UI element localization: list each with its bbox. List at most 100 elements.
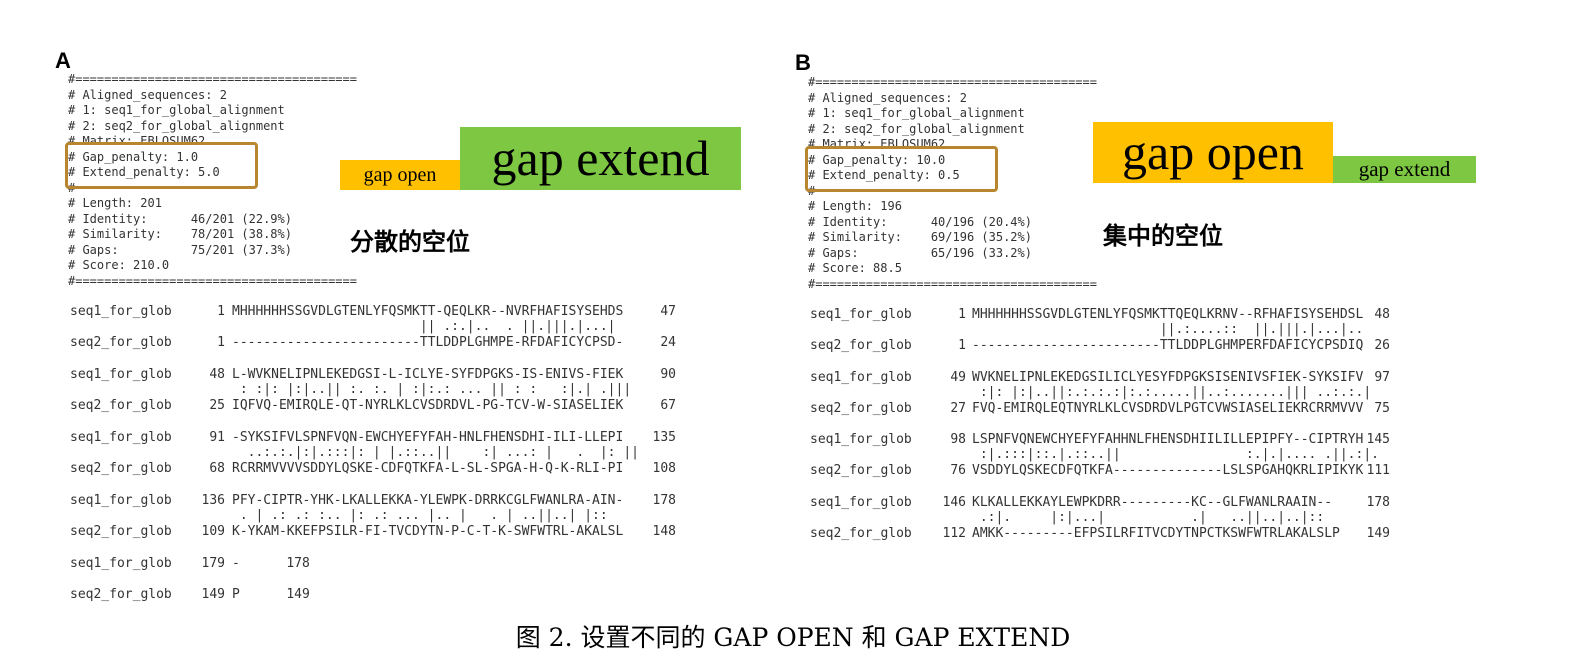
- header-line: #=======================================: [808, 276, 1097, 291]
- start-position: 27: [950, 400, 966, 416]
- header-line: # Similarity: 78/201 (38.8%): [68, 227, 292, 241]
- sequence: LSPNFVQNEWCHYEFYFAHHNLFHENSDHIILILLEPIPF…: [972, 432, 1364, 447]
- start-position: 48: [209, 367, 225, 382]
- sequence: AMKK---------EFPSILRFITVCDYTNPCTKSWFWTRL…: [972, 525, 1340, 541]
- highlight-box: [65, 142, 258, 189]
- start-position: 49: [950, 369, 966, 385]
- sequence: KLKALLEKKAYLEWPKDRR---------KC--GLFWANLR…: [972, 494, 1333, 510]
- header-line: #=======================================: [68, 273, 357, 288]
- match-line: .:|. |:|...| .| ..||..|..|::: [972, 509, 1325, 525]
- highlight-box: [805, 146, 998, 192]
- header-line: # 1: seq1_for_global_alignment: [808, 106, 1025, 120]
- match-line: ||.:....:: ||.|||.|...|..: [972, 322, 1364, 337]
- sequence: P: [232, 587, 240, 602]
- start-position: 112: [942, 525, 966, 541]
- sequence: WVKNELIPNLEKEDGSILICLYESYFDPGKSISENIVSFI…: [972, 369, 1364, 385]
- gap-extend-tag: gap extend: [460, 127, 741, 190]
- header-line: # Extend_penalty: 0.5: [808, 168, 960, 182]
- sequence: K-YKAM-KKEFPSILR-FI-TVCDYTN-P-C-T-K-SWFW…: [232, 524, 624, 539]
- start-position: 1: [958, 307, 966, 322]
- header-line: # Similarity: 69/196 (35.2%): [808, 230, 1032, 244]
- header-line: # Gap_penalty: 1.0: [68, 149, 199, 164]
- start-position: 91: [209, 430, 225, 445]
- start-position: 1: [217, 304, 225, 319]
- header-line: # 1: seq1_for_global_alignment: [68, 103, 285, 117]
- end-position: 135: [652, 430, 676, 445]
- end-position: 48: [1374, 307, 1390, 322]
- start-position: 136: [201, 493, 225, 508]
- header-line: # Length: 196: [808, 199, 902, 213]
- sequence: PFY-CIPTR-YHK-LKALLEKKA-YLEWPK-DRRKCGLFW…: [232, 493, 624, 508]
- end-position: 67: [660, 398, 676, 413]
- gap-open-tag: gap open: [340, 160, 460, 190]
- note: 分散的空位: [350, 227, 470, 256]
- sequence-name: seq2_for_glob: [810, 525, 912, 541]
- end-position: 149: [1366, 525, 1390, 541]
- header-line: # Score: 210.0: [68, 258, 170, 272]
- match-line: :|.:::|::.|.::..|| :.|.|.... .||.:|.: [972, 447, 1379, 462]
- header-line: # Length: 201: [68, 196, 162, 210]
- header-line: #=======================================: [808, 75, 1097, 89]
- sequence-name: seq1_for_glob: [810, 307, 912, 322]
- sequence: -SYKSIFVLSPNFVQN-EWCHYEFYFAH-HNLFHENSDHI…: [232, 430, 624, 445]
- header-line: # Gap_penalty: 10.0: [808, 152, 946, 167]
- end-position: 90: [660, 367, 676, 382]
- sequence-name: seq1_for_glob: [70, 367, 172, 382]
- sequence-name: seq2_for_glob: [70, 587, 172, 602]
- sequence: RCRRMVVVVSDDYLQSKE-CDFQTKFA-L-SL-SPGA-H-…: [232, 461, 624, 476]
- header-line: # Identity: 40/196 (20.4%): [808, 214, 1032, 229]
- header-line: # Score: 88.5: [808, 261, 902, 275]
- sequence-name: seq1_for_glob: [70, 493, 172, 508]
- start-position: 1: [217, 335, 225, 350]
- sequence-name: seq2_for_glob: [810, 400, 912, 416]
- start-position: 76: [950, 463, 966, 478]
- figure-caption: 图 2. 设置不同的 GAP OPEN 和 GAP EXTEND: [515, 623, 1071, 652]
- sequence: VSDDYLQSKECDFQTKFA--------------LSLSPGAH…: [972, 463, 1364, 478]
- start-position: 109: [201, 524, 225, 539]
- end-position: 26: [1374, 338, 1390, 353]
- match-line: . | .: .: :.. |: .: ... |.. | . | ..||..…: [232, 508, 608, 523]
- start-position: 149: [201, 587, 225, 602]
- end-position: 47: [660, 304, 676, 319]
- match-line: || .:.|.. . ||.|||.|...|: [232, 319, 616, 334]
- start-position: 98: [950, 432, 966, 447]
- gap-extend-tag: gap extend: [1333, 156, 1476, 183]
- note: 集中的空位: [1103, 221, 1223, 250]
- sequence: ------------------------TTLDDPLGHMPERFDA…: [972, 338, 1364, 353]
- match-line: :|: |:|..||:.:.:.:|:.:.....||..:.......|…: [972, 384, 1372, 400]
- end-position: 24: [660, 335, 676, 350]
- header-line: # Identity: 46/201 (22.9%): [68, 211, 292, 226]
- sequence: L-WVKNELIPNLEKEDGSI-L-ICLYE-SYFDPGKS-IS-…: [232, 367, 624, 382]
- start-position: 68: [209, 461, 225, 476]
- sequence: ------------------------TTLDDPLGHMPE-RFD…: [232, 335, 624, 350]
- match-line: ..:.:.|:|.:::|: | |.::..|| :| ...: | . |…: [232, 445, 639, 460]
- header-line: # Aligned_sequences: 2: [68, 87, 227, 102]
- end-position: 111: [1366, 463, 1390, 478]
- header-line: # Gaps: 65/196 (33.2%): [808, 245, 1032, 260]
- sequence: -: [232, 556, 240, 571]
- sequence: MHHHHHHSSGVDLGTENLYFQSMKTT-QEQLKR--NVRFH…: [232, 304, 624, 319]
- sequence-name: seq2_for_glob: [70, 524, 172, 539]
- sequence-name: seq2_for_glob: [70, 461, 172, 476]
- match-line: : :|: |:|..|| :. :. | :|:.: ... || : : :…: [232, 382, 632, 397]
- sequence-name: seq1_for_glob: [70, 430, 172, 445]
- end-position: 108: [652, 461, 676, 476]
- header-line: # 2: seq2_for_global_alignment: [68, 118, 285, 133]
- start-position: 25: [209, 398, 225, 413]
- sequence-name: seq2_for_glob: [70, 335, 172, 350]
- sequence-name: seq1_for_glob: [810, 432, 912, 447]
- end-position: 148: [652, 524, 676, 539]
- end-position: 97: [1374, 369, 1390, 385]
- header-line: # Aligned_sequences: 2: [808, 90, 967, 105]
- sequence-name: seq2_for_glob: [810, 463, 912, 478]
- gap-open-tag: gap open: [1093, 122, 1333, 183]
- end-position: 149: [286, 587, 310, 602]
- header-line: # Gaps: 75/201 (37.3%): [68, 242, 292, 257]
- panel-label: B: [795, 50, 811, 75]
- end-position: 178: [652, 493, 676, 508]
- header-line: # 2: seq2_for_global_alignment: [808, 121, 1025, 136]
- sequence: MHHHHHHSSGVDLGTENLYFQSMKTTQEQLKRNV--RFHA…: [972, 307, 1364, 322]
- sequence-name: seq1_for_glob: [810, 369, 912, 385]
- start-position: 146: [942, 494, 966, 510]
